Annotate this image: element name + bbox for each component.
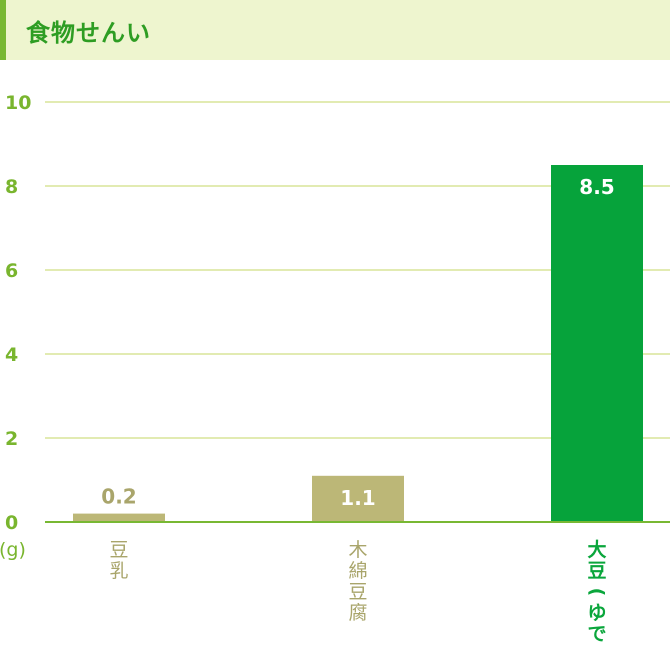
bar — [551, 165, 643, 522]
data-label: 1.1 — [340, 486, 375, 510]
category-label-char: 豆 — [109, 539, 128, 561]
bar — [312, 475, 404, 522]
category-label-char: ゆ — [587, 602, 606, 624]
category-label-char: 大 — [587, 538, 606, 561]
category-label-char: 乳 — [109, 560, 128, 582]
category-label-char: で — [587, 623, 606, 645]
category-label-char: 豆 — [348, 581, 367, 603]
chart-title: 食物せんい — [26, 19, 151, 47]
y-tick-label: 6 — [5, 260, 18, 282]
bar — [73, 513, 165, 522]
category-label-char: ( — [586, 588, 608, 597]
category-label-char: 腐 — [348, 602, 367, 624]
chart-header: 食物せんい — [0, 0, 670, 60]
category-label-char: 木 — [348, 539, 367, 561]
data-label: 0.2 — [101, 485, 136, 509]
y-tick-label: 4 — [5, 344, 18, 366]
y-tick-label: 8 — [5, 176, 18, 198]
y-tick-label: 10 — [5, 92, 31, 114]
data-label: 8.5 — [579, 175, 614, 199]
y-tick-label: 0 — [5, 512, 18, 534]
y-unit-label: (g) — [0, 539, 26, 561]
y-tick-label: 2 — [5, 428, 18, 450]
category-label-char: 綿 — [348, 560, 367, 582]
category-label-char: 豆 — [587, 560, 606, 582]
